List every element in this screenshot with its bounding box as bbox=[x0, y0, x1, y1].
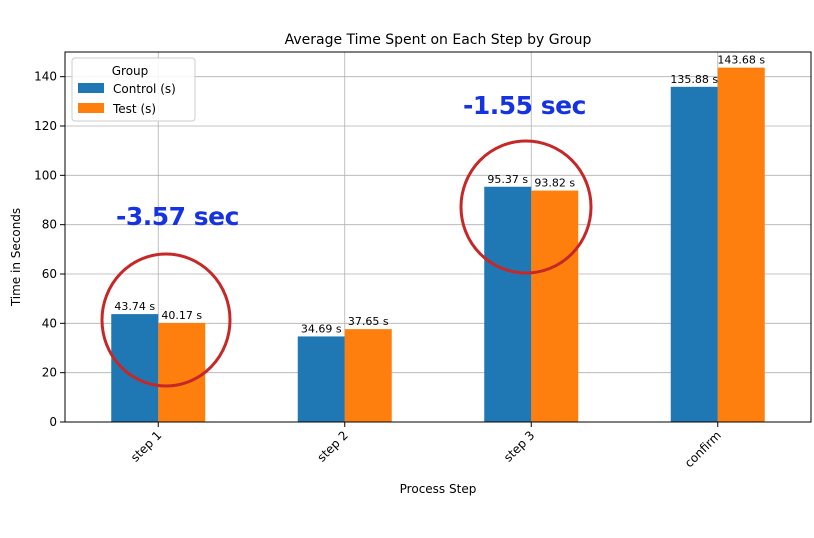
bars bbox=[111, 67, 765, 423]
y-tick-label: 40 bbox=[42, 316, 57, 330]
y-tick-label: 0 bbox=[49, 415, 57, 429]
plot-frame bbox=[64, 51, 812, 423]
y-tick-label: 20 bbox=[42, 366, 57, 380]
test-bar-step-2 bbox=[344, 329, 392, 422]
annotation-circles bbox=[100, 139, 593, 388]
step3-highlight-circle bbox=[459, 139, 593, 275]
test-bar-confirm bbox=[717, 67, 765, 423]
legend: Group Control (s) Test (s) bbox=[71, 57, 196, 122]
x-tick-label: confirm bbox=[682, 428, 724, 470]
y-tick-label: 100 bbox=[34, 168, 57, 182]
x-axis-label: Process Step bbox=[400, 482, 477, 496]
data-label: 95.37 s bbox=[487, 173, 528, 186]
control-bar-step-1 bbox=[111, 314, 159, 422]
axes bbox=[64, 51, 812, 423]
legend-swatch bbox=[78, 83, 104, 93]
legend-swatch bbox=[78, 103, 104, 113]
test-bar-step-3 bbox=[531, 190, 579, 422]
control-bar-step-3 bbox=[484, 186, 532, 422]
step1-highlight-circle bbox=[100, 252, 232, 388]
y-tick-label: 140 bbox=[34, 70, 57, 84]
x-tick-label: step 3 bbox=[501, 428, 537, 464]
y-tick-label: 60 bbox=[42, 267, 57, 281]
x-tick-label: step 2 bbox=[315, 428, 351, 464]
legend-label: Test (s) bbox=[112, 102, 156, 116]
data-label: 43.74 s bbox=[114, 300, 155, 313]
data-label: 93.82 s bbox=[534, 177, 575, 190]
legend-title: Group bbox=[112, 64, 149, 78]
control-bar-confirm bbox=[670, 86, 718, 422]
data-label: 37.65 s bbox=[348, 315, 389, 328]
annotation-step3-difference: -1.55 sec bbox=[463, 91, 586, 120]
data-label: 135.88 s bbox=[670, 73, 718, 86]
annotation-step1-difference: -3.57 sec bbox=[116, 202, 239, 231]
legend-items: Control (s) Test (s) bbox=[78, 82, 176, 116]
control-bar-step-2 bbox=[297, 336, 345, 422]
data-labels: 43.74 s 34.69 s 95.37 s 135.88 s 40.17 s 37.6… bbox=[114, 54, 765, 336]
data-label: 143.68 s bbox=[717, 54, 765, 67]
y-tick-label: 80 bbox=[42, 218, 57, 232]
y-axis-label: Time in Seconds bbox=[9, 208, 23, 307]
chart-title: Average Time Spent on Each Step by Group bbox=[285, 32, 592, 48]
data-label: 34.69 s bbox=[301, 322, 342, 335]
x-tick-label: step 1 bbox=[128, 428, 164, 464]
legend-label: Control (s) bbox=[113, 82, 176, 96]
data-label: 40.17 s bbox=[161, 309, 202, 322]
y-tick-label: 120 bbox=[34, 119, 57, 133]
test-bar-step-1 bbox=[158, 322, 206, 422]
